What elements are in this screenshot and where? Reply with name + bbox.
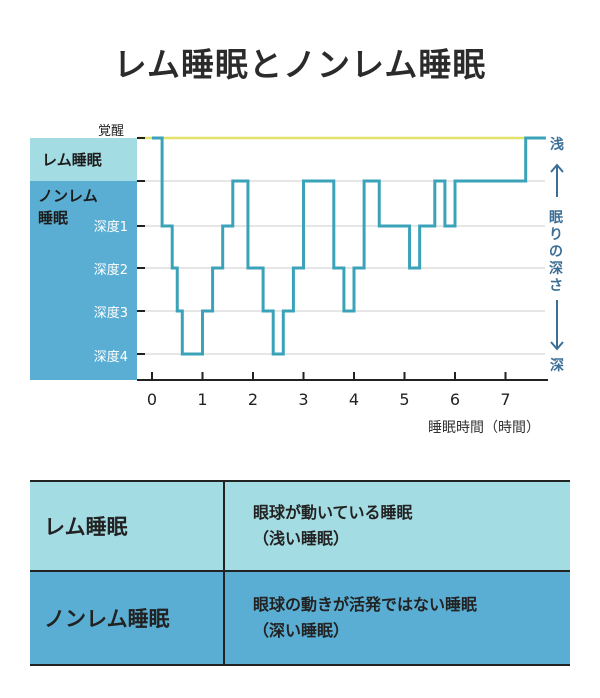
x-tick-label-6: 6 — [450, 390, 460, 409]
nrem-band-label-line2: 睡眠 — [38, 209, 69, 227]
rem-band-label: レム睡眠 — [42, 151, 102, 169]
shallow-label: 浅 — [550, 137, 564, 153]
legend-rem-desc-line2: （浅い睡眠） — [253, 529, 350, 548]
awake-label: 覚醒 — [98, 124, 125, 139]
legend-rem-name: レム睡眠 — [30, 480, 225, 572]
legend-row-nrem: ノンレム睡眠 眼球の動きが活発ではない睡眠 （深い睡眠） — [30, 570, 570, 666]
x-tick-label-3: 3 — [298, 390, 308, 409]
x-tick-label-0: 0 — [147, 390, 157, 409]
depth-4-label: 深度4 — [93, 350, 128, 365]
legend-rem-desc-line1: 眼球が動いている睡眠 — [253, 503, 413, 522]
rem-band — [30, 138, 137, 181]
sleep-chart: 0 1 2 3 4 5 6 7 — [137, 136, 564, 409]
gridlines — [137, 136, 545, 355]
page-title: レム睡眠とノンレム睡眠 — [113, 45, 487, 84]
deep-label: 深 — [550, 358, 564, 374]
depth-3-label: 深度3 — [93, 306, 128, 321]
x-tick-label-2: 2 — [248, 390, 258, 409]
legend-nrem-name: ノンレム睡眠 — [30, 570, 225, 666]
legend-table: レム睡眠 眼球が動いている睡眠 （浅い睡眠） ノンレム睡眠 眼球の動きが活発では… — [30, 480, 570, 666]
arrow-up-icon — [550, 163, 564, 173]
arrow-down-icon — [550, 341, 564, 351]
legend-nrem-desc-line1: 眼球の動きが活発ではない睡眠 — [253, 595, 478, 614]
legend-rem-desc: 眼球が動いている睡眠 （浅い睡眠） — [224, 480, 570, 572]
sleep-stage-line — [152, 136, 546, 356]
legend-nrem-desc: 眼球の動きが活発ではない睡眠 （深い睡眠） — [224, 570, 570, 666]
legend-nrem-desc-line2: （深い睡眠） — [253, 621, 350, 640]
legend-row-rem: レム睡眠 眼球が動いている睡眠 （浅い睡眠） — [30, 480, 570, 572]
x-ticks: 0 1 2 3 4 5 6 7 — [147, 372, 511, 409]
x-tick-label-5: 5 — [399, 390, 409, 409]
depth-2-label: 深度2 — [93, 263, 128, 278]
x-tick-label-7: 7 — [500, 390, 510, 409]
nrem-band-label-line1: ノンレム — [38, 187, 98, 205]
x-axis-title: 睡眠時間（時間） — [428, 420, 540, 436]
depth-axis-label: 眠りの深さ — [549, 210, 563, 294]
depth-1-label: 深度1 — [93, 220, 128, 235]
x-tick-label-4: 4 — [349, 390, 359, 409]
nrem-band — [30, 181, 137, 380]
x-tick-label-1: 1 — [197, 390, 207, 409]
